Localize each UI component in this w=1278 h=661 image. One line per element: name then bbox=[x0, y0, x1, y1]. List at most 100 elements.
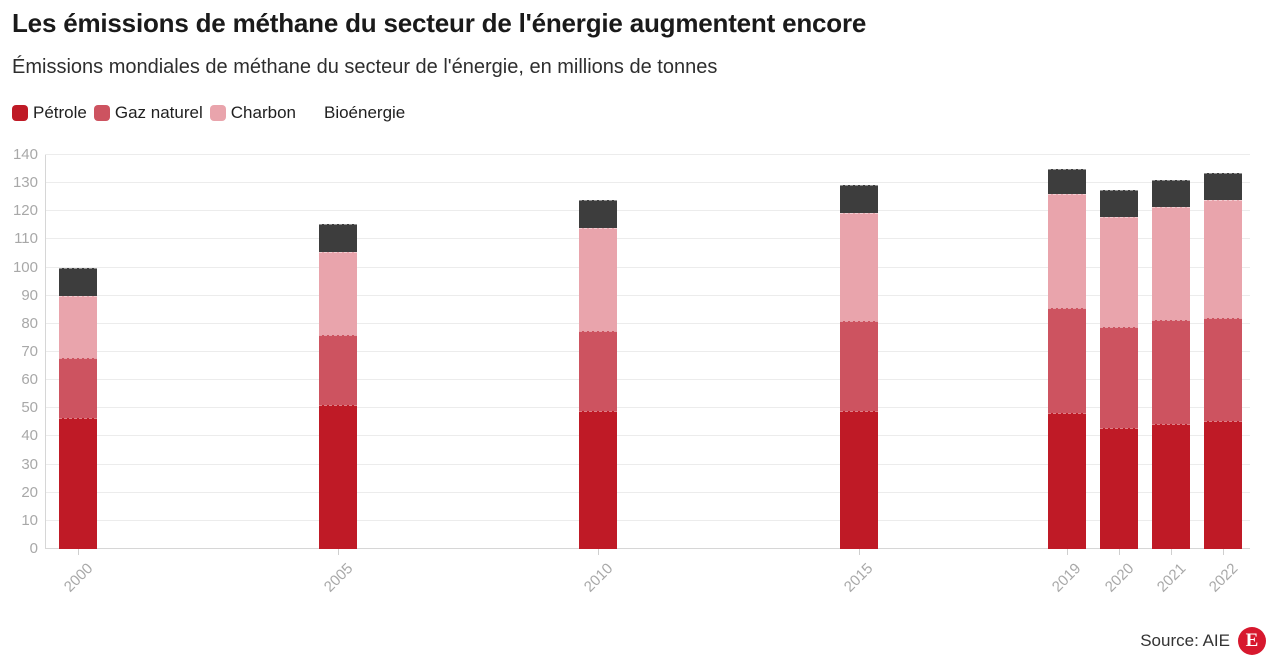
x-tick bbox=[1118, 549, 1120, 555]
segment-charbon bbox=[579, 228, 618, 331]
y-tick-label: 90 bbox=[21, 286, 38, 304]
segment-pétrole bbox=[839, 411, 878, 549]
segment-gaz-naturel bbox=[319, 335, 358, 406]
segment-gaz-naturel bbox=[1151, 319, 1190, 424]
bar-2020 bbox=[1099, 155, 1138, 549]
legend-item: Bioénergie bbox=[302, 103, 406, 123]
segment-bioénergie bbox=[579, 200, 618, 229]
chart-subtitle: Émissions mondiales de méthane du secteu… bbox=[12, 56, 718, 78]
bar-2000 bbox=[59, 155, 97, 549]
legend-label: Bioénergie bbox=[323, 103, 406, 122]
x-tick-label: 2005 bbox=[320, 560, 357, 596]
stacked-bar-chart: 0 10 20 30 40 50 60 70 80 90 100 110 120 130 140 2000 20… bbox=[0, 147, 1278, 596]
bar-2022 bbox=[1203, 155, 1242, 549]
gridline bbox=[45, 238, 1250, 240]
y-tick-label: 60 bbox=[21, 371, 38, 389]
x-tick bbox=[338, 549, 340, 555]
segment-charbon bbox=[319, 252, 358, 336]
segment-gaz-naturel bbox=[579, 330, 618, 412]
legend-label: Charbon bbox=[230, 103, 296, 122]
y-tick-label: 70 bbox=[21, 343, 38, 360]
y-tick-label: 10 bbox=[21, 511, 38, 529]
x-tick-label: 2010 bbox=[580, 560, 617, 596]
gridline bbox=[45, 294, 1250, 296]
y-tick-label: 80 bbox=[21, 314, 38, 332]
gridline bbox=[45, 379, 1250, 381]
gridline bbox=[45, 435, 1250, 437]
y-tick-label: 20 bbox=[21, 483, 38, 501]
segment-charbon bbox=[839, 212, 878, 322]
y-tick-label: 130 bbox=[12, 174, 38, 192]
legend-swatch-icon bbox=[93, 105, 110, 121]
y-axis-line bbox=[45, 155, 46, 549]
gridline bbox=[45, 407, 1250, 409]
bar-2005 bbox=[319, 155, 358, 549]
y-tick-label: 0 bbox=[29, 540, 38, 557]
legend-label: Pétrole bbox=[33, 103, 87, 122]
gridline bbox=[45, 182, 1250, 184]
gridline bbox=[45, 519, 1250, 521]
x-tick-label: 2019 bbox=[1049, 560, 1085, 596]
y-tick-label: 40 bbox=[21, 427, 38, 445]
segment-gaz-naturel bbox=[1099, 326, 1138, 428]
legend-item: Charbon bbox=[209, 103, 296, 123]
segment-charbon bbox=[1151, 207, 1190, 320]
y-tick-label: 120 bbox=[12, 202, 38, 220]
x-tick bbox=[1222, 549, 1224, 555]
gridline bbox=[45, 266, 1250, 268]
segment-pétrole bbox=[319, 405, 358, 549]
x-tick-label: 2021 bbox=[1153, 560, 1189, 596]
gridline bbox=[45, 351, 1250, 352]
bar-2015 bbox=[839, 155, 878, 549]
source-label: Source: AIE bbox=[1140, 631, 1230, 650]
x-tick-label: 2020 bbox=[1101, 560, 1137, 596]
segment-gaz-naturel bbox=[839, 321, 878, 412]
gridline bbox=[45, 322, 1250, 324]
y-tick-label: 140 bbox=[12, 146, 38, 163]
bar-2021 bbox=[1151, 155, 1190, 549]
segment-charbon bbox=[59, 295, 97, 358]
legend-swatch-icon bbox=[302, 105, 319, 121]
legend-item: Pétrole bbox=[12, 103, 87, 123]
y-tick-label: 30 bbox=[21, 455, 38, 473]
segment-pétrole bbox=[1047, 412, 1086, 549]
segment-gaz-naturel bbox=[1203, 318, 1242, 421]
bar-2010 bbox=[579, 155, 618, 549]
les-echos-logo-icon: E bbox=[1238, 627, 1266, 655]
segment-bioénergie bbox=[1203, 173, 1242, 201]
segment-pétrole bbox=[1203, 420, 1242, 549]
segment-charbon bbox=[1047, 194, 1086, 309]
x-tick bbox=[858, 549, 860, 555]
bar-2019 bbox=[1047, 155, 1086, 549]
segment-bioénergie bbox=[319, 223, 358, 253]
x-tick bbox=[598, 549, 600, 555]
gridline bbox=[45, 154, 1250, 155]
legend-swatch-icon bbox=[12, 105, 28, 121]
x-tick-label: 2022 bbox=[1205, 560, 1242, 596]
legend-item: Gaz naturel bbox=[93, 103, 203, 123]
gridline bbox=[45, 491, 1250, 493]
legend-swatch-icon bbox=[209, 105, 226, 121]
x-tick bbox=[78, 549, 79, 555]
segment-pétrole bbox=[579, 411, 618, 549]
segment-bioénergie bbox=[59, 267, 97, 296]
segment-gaz-naturel bbox=[59, 357, 97, 419]
segment-pétrole bbox=[1099, 428, 1138, 549]
segment-gaz-naturel bbox=[1047, 308, 1086, 413]
segment-bioénergie bbox=[1151, 180, 1190, 208]
gridline bbox=[45, 210, 1250, 212]
legend: Pétrole Gaz naturel Charbon Bioénergie bbox=[12, 103, 412, 123]
gridline bbox=[45, 463, 1250, 465]
segment-bioénergie bbox=[1099, 190, 1138, 217]
x-tick bbox=[1066, 549, 1068, 555]
y-tick-label: 100 bbox=[12, 258, 38, 276]
x-tick-label: 2015 bbox=[841, 560, 877, 596]
y-tick-label: 110 bbox=[14, 230, 38, 248]
segment-bioénergie bbox=[839, 184, 878, 213]
segment-pétrole bbox=[1151, 423, 1190, 549]
segment-charbon bbox=[1203, 200, 1242, 319]
segment-bioénergie bbox=[1047, 169, 1086, 195]
x-tick bbox=[1170, 549, 1172, 555]
x-axis-line bbox=[45, 548, 1250, 549]
page-title: Les émissions de méthane du secteur de l… bbox=[12, 8, 867, 38]
